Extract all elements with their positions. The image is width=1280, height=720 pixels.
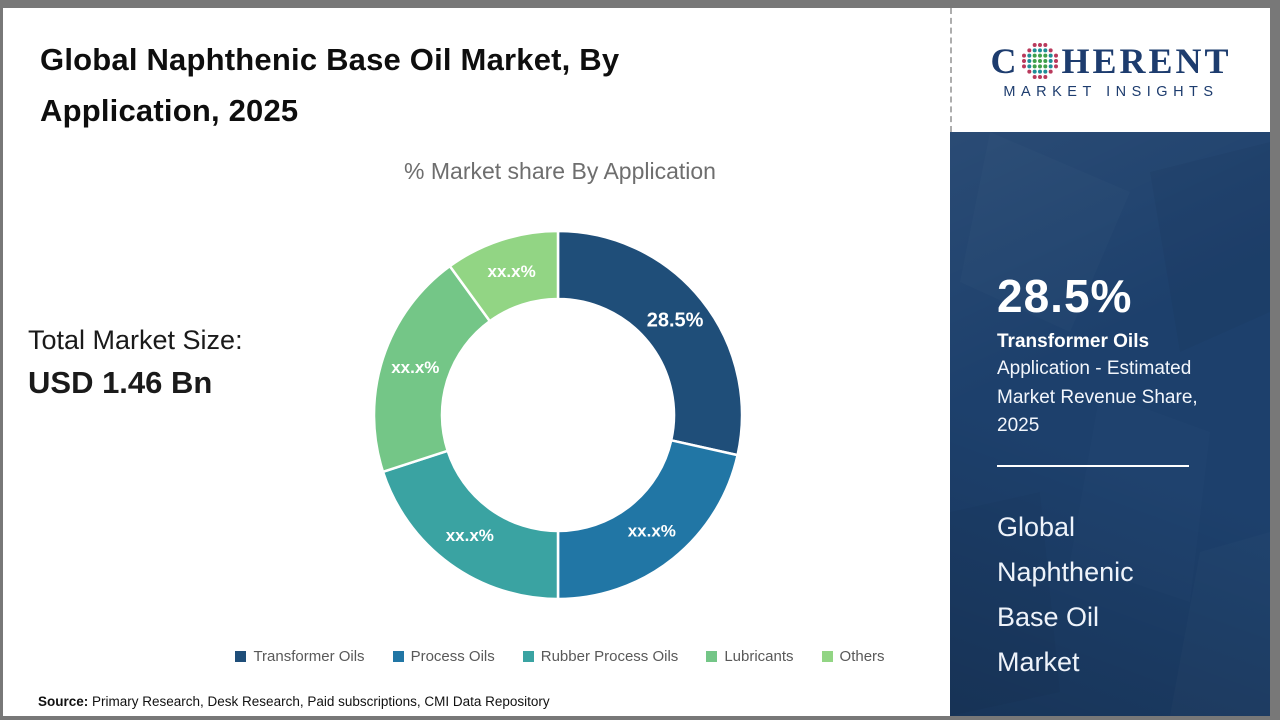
brand-tagline: MARKET INSIGHTS [1003, 84, 1219, 100]
chart-subtitle: % Market share By Application [404, 158, 716, 184]
legend-swatch-icon [522, 651, 534, 662]
report-market-name: Global Naphthenic Base Oil Market [997, 511, 1134, 677]
legend-swatch-icon [235, 651, 247, 662]
donut-slice-label: 28.5% [647, 309, 704, 331]
brand-wordmark: C HERENT [990, 40, 1231, 82]
legend-label: Transformer Oils [253, 648, 365, 665]
total-market-size-value: USD 1.46 Bn [28, 365, 213, 400]
legend-swatch-icon [392, 651, 404, 662]
legend-label: Others [839, 648, 885, 665]
legend-label: Process Oils [410, 648, 495, 665]
source-label: Source: [38, 694, 89, 709]
donut-slice-label: xx.x% [487, 262, 535, 281]
source-text: Primary Research, Desk Research, Paid su… [88, 694, 550, 709]
legend-label: Lubricants [724, 648, 794, 665]
donut-slice-label: xx.x% [628, 522, 676, 541]
sidebar-panel: 28.5% Transformer Oils Application - Est… [950, 132, 1270, 716]
donut-slice-transformer-oils [556, 229, 744, 457]
donut-slice-label: xx.x% [446, 526, 494, 545]
legend-label: Rubber Process Oils [540, 648, 679, 665]
stat-segment-name: Transformer Oils [997, 331, 1150, 352]
brand-letters-rest: HERENT [1061, 41, 1232, 81]
legend-swatch-icon [706, 651, 718, 662]
total-market-size-block: Total Market Size: USD 1.46 Bn [28, 325, 243, 401]
brand-letter-c: C [990, 41, 1020, 81]
total-market-size-label: Total Market Size: [28, 325, 243, 355]
stat-value: 28.5% [997, 270, 1133, 322]
legend-item-rubber-process-oils: Rubber Process Oils [522, 648, 679, 665]
legend-item-process-oils: Process Oils [392, 648, 495, 665]
donut-slice-label: xx.x% [391, 358, 439, 377]
globe-dots-icon [1022, 43, 1059, 79]
donut-chart-svg: 28.5% xx.x% xx.x% xx.x% xx.x% [372, 229, 744, 601]
brand-logo: C HERENT MARKET INSIGHTS [950, 8, 1270, 132]
page-canvas: Global Naphthenic Base Oil Market, By Ap… [3, 8, 1270, 716]
stat-description: Application - Estimated Market Revenue S… [997, 358, 1198, 436]
source-line: Source: Primary Research, Desk Research,… [38, 694, 550, 709]
legend-item-transformer-oils: Transformer Oils [235, 648, 365, 665]
chart-legend: Transformer Oils Process Oils Rubber Proce… [170, 648, 950, 665]
page-title: Global Naphthenic Base Oil Market, By Ap… [40, 42, 620, 128]
legend-item-others: Others [821, 648, 885, 665]
sidebar-content: 28.5% Transformer Oils Application - Est… [997, 270, 1237, 685]
donut-chart: 28.5% xx.x% xx.x% xx.x% xx.x% [358, 215, 758, 615]
sidebar-divider [997, 464, 1189, 467]
legend-swatch-icon [821, 651, 833, 662]
legend-item-lubricants: Lubricants [706, 648, 794, 665]
donut-slice-others [448, 229, 560, 323]
donut-slice-process-oils [556, 439, 739, 601]
